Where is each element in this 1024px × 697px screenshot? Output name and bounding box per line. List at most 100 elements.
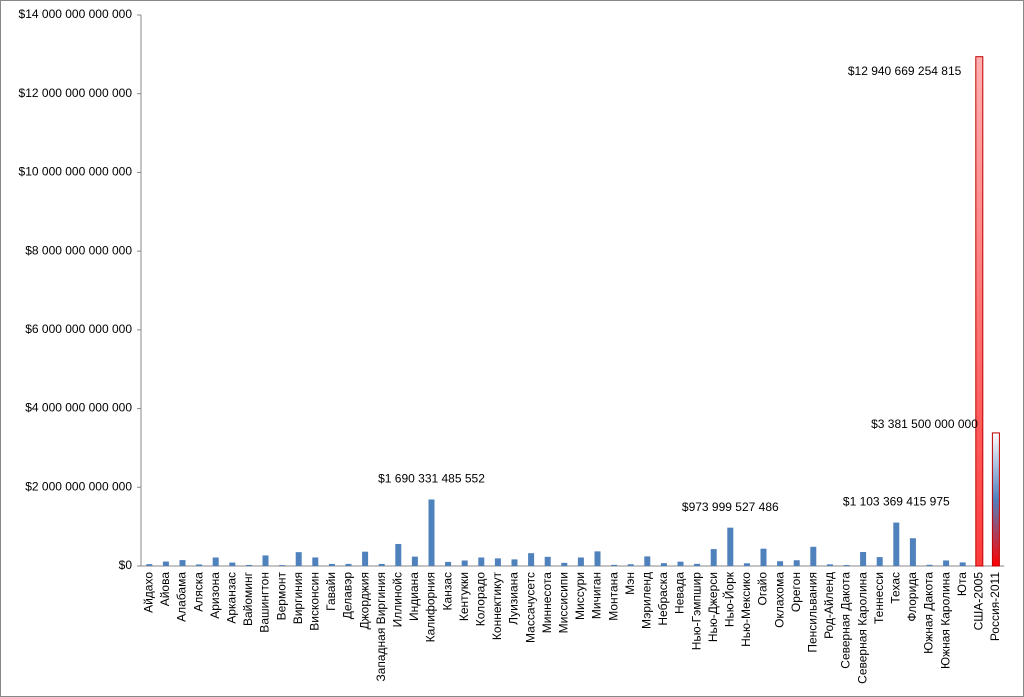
- x-tick-label: Миссисипи: [556, 572, 570, 633]
- bar: [162, 561, 169, 566]
- x-tick-label: Делавэр: [341, 572, 355, 620]
- bar: [677, 561, 684, 566]
- x-tick-label: Юта: [955, 572, 969, 596]
- bar: [561, 562, 568, 566]
- x-tick-label: Орегон: [789, 572, 803, 612]
- bar: [959, 562, 966, 566]
- bar: [943, 560, 950, 566]
- bar: [926, 564, 933, 566]
- bar: [179, 560, 186, 566]
- bar: [991, 432, 1000, 567]
- bar: [826, 564, 833, 566]
- bar: [362, 551, 369, 566]
- x-tick-label: Колорадо: [473, 572, 487, 627]
- x-tick-label: Северная Дакота: [839, 572, 853, 669]
- bar: [727, 527, 734, 566]
- bar: [212, 557, 219, 566]
- x-tick-label: Невада: [673, 572, 687, 614]
- bar: [710, 549, 717, 566]
- x-tick-label: Нью-Йорк: [721, 571, 736, 627]
- y-tick-label: $2 000 000 000 000: [25, 479, 132, 493]
- bar: [777, 561, 784, 566]
- x-tick-label: Гавайи: [324, 572, 338, 611]
- bar: [975, 56, 984, 567]
- x-tick-label: Вашингтон: [258, 572, 272, 633]
- x-tick-label: Мэн: [623, 572, 637, 595]
- bar: [760, 548, 767, 566]
- bar: [279, 565, 286, 566]
- bar: [860, 551, 867, 566]
- bar: [909, 538, 916, 566]
- y-tick-label: $8 000 000 000 000: [25, 243, 132, 257]
- bar: [694, 563, 701, 566]
- bar: [395, 543, 402, 566]
- value-label: $3 381 500 000 000: [871, 417, 978, 431]
- x-tick-label: Монтана: [606, 572, 620, 621]
- bar: [245, 564, 252, 566]
- x-tick-label: Флорида: [905, 572, 919, 622]
- bar: [611, 564, 618, 566]
- x-tick-label: Миссури: [573, 572, 587, 620]
- x-tick-label: Калифорния: [424, 572, 438, 642]
- x-tick-label: Южная Каролина: [938, 572, 952, 669]
- value-label: $1 690 331 485 552: [378, 472, 485, 486]
- x-tick-label: Россия-2011: [988, 572, 1002, 641]
- x-tick-label: Нью-Гэмпшир: [689, 572, 703, 651]
- bar: [743, 563, 750, 566]
- x-tick-label: Джорджия: [357, 572, 371, 629]
- x-tick-label: Массачусетс: [523, 572, 537, 643]
- bar: [594, 551, 601, 566]
- x-tick-label: Висконсин: [307, 572, 321, 631]
- bar: [627, 564, 634, 566]
- y-tick-label: $10 000 000 000 000: [19, 165, 133, 179]
- y-tick-label: $12 000 000 000 000: [19, 86, 133, 100]
- bar: [345, 563, 352, 566]
- x-tick-label: Южная Дакота: [922, 572, 936, 654]
- bar: [378, 563, 385, 566]
- x-tick-label: Арканзас: [224, 572, 238, 624]
- bar: [411, 556, 418, 566]
- bar: [528, 553, 535, 566]
- x-tick-label: Луизиана: [507, 572, 521, 625]
- x-tick-label: США-2005: [971, 572, 985, 631]
- value-label: $973 999 527 486: [682, 500, 779, 514]
- x-tick-label: Теннесси: [872, 572, 886, 624]
- x-tick-label: Мичиган: [590, 572, 604, 619]
- value-label: $1 103 369 415 975: [843, 495, 950, 509]
- bar: [262, 555, 269, 566]
- x-tick-label: Кентукки: [457, 572, 471, 621]
- bar: [544, 556, 551, 566]
- x-tick-label: Индиана: [407, 572, 421, 621]
- value-label: $12 940 669 254 815: [848, 64, 962, 78]
- x-tick-label: Мэриленд: [639, 572, 653, 629]
- bar: [196, 564, 203, 566]
- x-tick-label: Вайоминг: [241, 571, 255, 626]
- x-tick-label: Канзас: [440, 572, 454, 610]
- bar: [229, 562, 236, 566]
- y-tick-label: $0: [119, 558, 133, 572]
- x-tick-label: Коннектикут: [490, 572, 504, 641]
- x-tick-label: Оклахома: [772, 572, 786, 628]
- x-tick-label: Айова: [158, 572, 172, 607]
- x-tick-label: Огайо: [756, 572, 770, 606]
- bar: [445, 561, 452, 566]
- bar: [328, 563, 335, 566]
- bar: [843, 565, 850, 566]
- bar: [312, 557, 319, 566]
- y-tick-label: $4 000 000 000 000: [25, 401, 132, 415]
- x-tick-label: Аляска: [191, 572, 205, 612]
- x-tick-label: Айдахо: [141, 572, 155, 613]
- bar: [876, 557, 883, 566]
- x-tick-label: Вермонт: [274, 572, 288, 621]
- x-tick-label: Виргиния: [291, 572, 305, 624]
- bar: [793, 560, 800, 566]
- bar: [494, 558, 501, 566]
- x-tick-label: Нью-Джерси: [706, 572, 720, 642]
- bar: [577, 557, 584, 566]
- x-tick-label: Пенсильвания: [805, 572, 819, 653]
- x-tick-label: Алабама: [175, 572, 189, 622]
- x-tick-label: Небраска: [656, 572, 670, 626]
- x-tick-label: Западная Виргиния: [374, 572, 388, 682]
